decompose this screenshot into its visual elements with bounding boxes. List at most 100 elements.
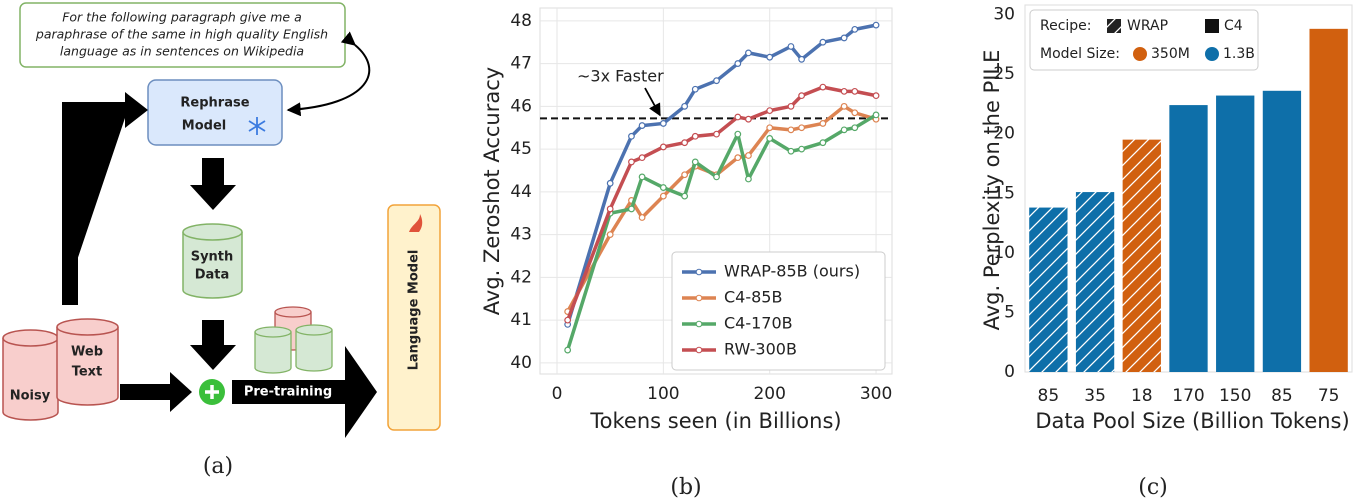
bar: [1169, 105, 1208, 372]
legend-title: Recipe:: [1040, 18, 1092, 34]
marker: [681, 171, 689, 179]
y-tick-label: 5: [1004, 302, 1015, 322]
marker: [840, 34, 848, 42]
prompt-line: paraphrase of the same in high quality E…: [35, 27, 328, 42]
marker: [872, 111, 880, 119]
synth-cylinder: [182, 223, 243, 299]
marker: [681, 102, 689, 110]
marker: [681, 139, 689, 147]
y-tick-label: 46: [510, 96, 532, 116]
pretraining-label: Pre-training: [244, 385, 332, 400]
x-tick-label: 200: [753, 384, 785, 404]
marker: [745, 115, 752, 123]
synth-label: Data: [195, 268, 230, 283]
rephrase-label: Rephrase: [180, 96, 249, 111]
x-axis-label: Tokens seen (in Billions): [589, 409, 841, 433]
bar: [1029, 207, 1068, 372]
marker: [787, 147, 795, 155]
legend-label: 1.3B: [1223, 46, 1255, 62]
bar: [1075, 192, 1115, 372]
diagram: For the following paragraph give me a pa…: [2, 2, 441, 479]
web-label: Web: [71, 345, 103, 360]
marker: [787, 43, 795, 50]
caption: (b): [670, 475, 701, 500]
legend-box: [1029, 9, 1259, 71]
marker: [787, 102, 795, 110]
marker: [606, 205, 614, 213]
marker: [659, 192, 667, 200]
prompt-line: For the following paragraph give me a: [62, 10, 302, 25]
marker: [798, 55, 806, 63]
legend-label: 350M: [1151, 46, 1190, 62]
x-tick-label: 85: [1271, 386, 1293, 406]
marker: [638, 173, 646, 181]
legend-marker: [695, 320, 703, 328]
marker: [681, 192, 689, 200]
x-tick-label: 0: [552, 384, 563, 404]
marker: [734, 113, 742, 121]
legend-box: [671, 251, 886, 371]
marker: [766, 53, 774, 61]
marker: [628, 132, 635, 140]
marker: [819, 38, 827, 46]
marker: [606, 231, 614, 239]
web-label: Text: [72, 365, 103, 380]
y-tick-label: 20: [993, 124, 1015, 144]
marker: [766, 124, 774, 132]
marker: [745, 49, 752, 57]
y-tick-label: 41: [510, 310, 532, 330]
arrow: [62, 92, 148, 305]
arrow: [120, 372, 192, 412]
lm-label: Language Model: [407, 250, 422, 371]
bar: [1122, 139, 1161, 372]
marker: [564, 346, 572, 354]
x-tick-label: 170: [1172, 386, 1204, 406]
x-tick-label: 150: [1219, 386, 1251, 406]
caption: (c): [1138, 475, 1168, 500]
bar: [1309, 28, 1348, 372]
caption: (a): [203, 454, 233, 479]
y-tick-label: 25: [993, 64, 1015, 84]
arrow: [232, 346, 377, 438]
x-tick-label: 100: [647, 384, 679, 404]
noisy-label: Noisy: [10, 389, 51, 404]
marker: [734, 130, 742, 138]
marker: [628, 158, 635, 166]
annotation-arrow: [644, 87, 661, 117]
legend-marker: [695, 346, 703, 354]
marker: [819, 83, 827, 91]
marker: [840, 102, 848, 110]
synth-label: Synth: [191, 250, 234, 265]
x-axis-label: Data Pool Size (Billion Tokens): [1035, 409, 1349, 433]
arrow: [190, 320, 236, 370]
marker: [659, 120, 667, 127]
marker: [851, 25, 859, 33]
x-tick-label: 35: [1084, 386, 1106, 406]
small-cylinders: [254, 306, 333, 374]
marker: [734, 60, 742, 67]
y-tick-label: 40: [510, 353, 532, 373]
y-tick-label: 15: [993, 183, 1015, 203]
y-tick-label: 47: [510, 54, 532, 74]
marker: [638, 154, 646, 162]
legend-label: C4-170B: [724, 314, 793, 333]
marker: [628, 205, 635, 213]
curved-arrow: [286, 31, 371, 117]
legend-swatch: [1205, 47, 1219, 61]
marker: [819, 139, 827, 147]
legend-label: C4: [1224, 18, 1243, 34]
marker: [851, 124, 859, 132]
web-cylinder: [56, 318, 119, 406]
marker: [798, 92, 806, 100]
marker: [872, 92, 880, 100]
legend-marker: [695, 268, 703, 276]
legend-swatch: [1107, 19, 1121, 33]
flame-icon: [409, 214, 423, 232]
legend-label: WRAP: [1127, 18, 1168, 34]
arrow: [62, 103, 145, 305]
rephrase-label: Model: [182, 119, 226, 134]
marker: [606, 179, 614, 187]
marker: [638, 122, 646, 129]
legend-label: WRAP-85B (ours): [724, 262, 860, 281]
marker: [840, 87, 848, 95]
